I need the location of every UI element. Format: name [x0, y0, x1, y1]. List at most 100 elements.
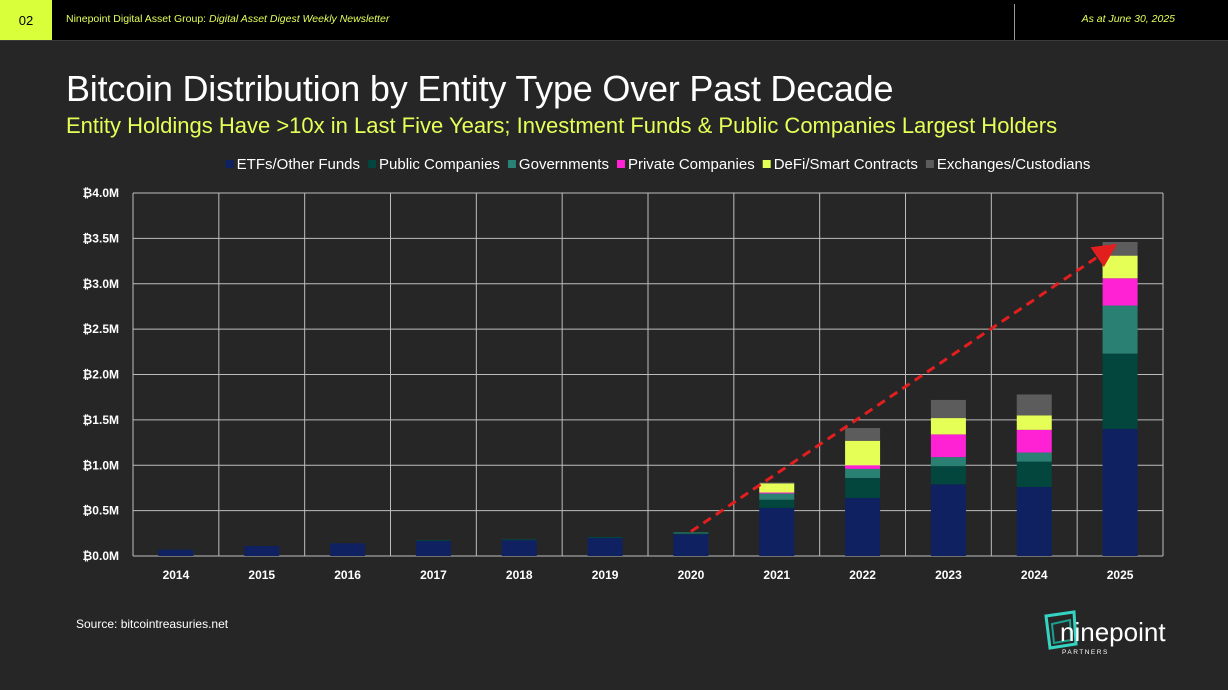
legend-swatch — [368, 160, 377, 168]
legend-label: Private Companies — [628, 156, 755, 173]
x-tick-label: 2015 — [248, 568, 275, 582]
logo-wordmark: ninepoint — [1060, 617, 1166, 647]
legend-item: ETFs/Other Funds — [225, 156, 360, 173]
legend-swatch — [925, 160, 934, 168]
x-tick-label: 2020 — [678, 568, 705, 582]
legend-label: DeFi/Smart Contracts — [774, 156, 918, 173]
bar-segment — [1102, 428, 1138, 556]
bar-segment — [845, 497, 881, 556]
x-tick-label: 2014 — [163, 568, 190, 582]
bar-segment — [930, 457, 966, 467]
y-tick-label: ₿2.0M — [83, 368, 119, 382]
source-note: Source: bitcointreasuries.net — [76, 617, 229, 631]
x-tick-label: 2024 — [1021, 568, 1048, 582]
bar-segment — [501, 539, 537, 541]
bar-segment — [759, 493, 795, 500]
bar-segment — [1016, 452, 1052, 462]
y-tick-label: ₿3.0M — [83, 277, 119, 291]
chart-legend: ETFs/Other Funds Public Companies Governme… — [225, 156, 1090, 173]
chart-ticks: ₿0.0M ₿0.5M ₿1.0M ₿1.5M ₿2.0M ₿2.5M ₿3.0M ₿3.5M… — [83, 186, 1134, 582]
x-tick-label: 2023 — [935, 568, 962, 582]
bar-segment — [587, 536, 623, 538]
bar-segment — [158, 549, 194, 556]
top-bar: 02 Ninepoint Digital Asset Group: Digita… — [0, 0, 1228, 41]
logo-tagline: PARTNERS — [1062, 649, 1109, 656]
bar-segment — [1016, 487, 1052, 556]
bar-segment — [415, 540, 451, 556]
bar-segment — [1016, 429, 1052, 453]
bar-segment — [415, 540, 451, 542]
report-date: As at June 30, 2025 — [1081, 13, 1175, 25]
x-tick-label: 2017 — [420, 568, 447, 582]
y-tick-label: ₿0.5M — [83, 504, 119, 518]
bar-segment — [330, 543, 366, 556]
bar-segment — [845, 465, 881, 469]
bar-segment — [759, 482, 795, 484]
bar-segment — [759, 507, 795, 556]
legend-label: Exchanges/Custodians — [937, 156, 1090, 173]
bar-segment — [1016, 394, 1052, 416]
chart-annotations — [690, 243, 1118, 533]
x-tick-label: 2018 — [506, 568, 533, 582]
page-subtitle: Entity Holdings Have >10x in Last Five Y… — [66, 113, 1058, 138]
y-tick-label: ₿4.0M — [83, 186, 119, 200]
y-tick-label: ₿2.5M — [83, 322, 119, 336]
logo-mark-icon — [1044, 610, 1078, 650]
newsletter-name: Digital Asset Digest Weekly Newsletter — [209, 13, 390, 25]
page-title: Bitcoin Distribution by Entity Type Over… — [66, 68, 894, 109]
y-tick-label: ₿1.5M — [83, 413, 119, 427]
bar-segment — [1102, 305, 1138, 354]
bar-segment — [1102, 278, 1138, 306]
legend-label: ETFs/Other Funds — [237, 156, 360, 173]
trend-arrow — [690, 243, 1118, 533]
bar-segment — [930, 418, 966, 435]
org-name: Ninepoint Digital Asset Group: — [66, 13, 209, 25]
legend-swatch — [616, 160, 625, 168]
legend-item: Exchanges/Custodians — [925, 156, 1090, 173]
y-tick-label: ₿1.0M — [83, 458, 119, 472]
bar-segment — [673, 532, 709, 535]
bar-segment — [930, 466, 966, 485]
x-tick-label: 2019 — [592, 568, 619, 582]
legend-label: Public Companies — [379, 156, 500, 173]
legend-item: DeFi/Smart Contracts — [762, 156, 918, 173]
bar-segment — [759, 499, 795, 508]
newsletter-header: Ninepoint Digital Asset Group: Digital A… — [66, 13, 389, 25]
bar-segment — [845, 468, 881, 478]
x-tick-label: 2025 — [1107, 568, 1134, 582]
legend-item: Governments — [507, 156, 609, 173]
x-tick-label: 2016 — [334, 568, 361, 582]
bar-segment — [759, 492, 795, 494]
bar-segment — [759, 483, 795, 493]
bar-segment — [1102, 353, 1138, 429]
ninepoint-logo: ninepoint PARTNERS — [1044, 610, 1166, 656]
bar-segment — [501, 539, 537, 556]
chart-grid — [132, 192, 1164, 557]
bar-segment — [1016, 461, 1052, 488]
x-tick-label: 2022 — [849, 568, 876, 582]
y-tick-label: ₿0.0M — [83, 549, 119, 563]
legend-label: Governments — [519, 156, 609, 173]
bar-segment — [587, 537, 623, 556]
bar-segment — [930, 484, 966, 556]
chart-bars — [158, 242, 1138, 556]
bar-segment — [845, 440, 881, 466]
bar-segment — [930, 399, 966, 419]
legend-swatch — [225, 160, 234, 168]
header-divider — [1014, 4, 1015, 40]
legend-item: Public Companies — [368, 156, 500, 173]
bar-segment — [1016, 415, 1052, 430]
x-tick-label: 2021 — [763, 568, 790, 582]
bar-segment — [845, 428, 881, 441]
bar-segment — [673, 532, 709, 534]
page-number: 02 — [0, 0, 52, 40]
legend-swatch — [762, 160, 771, 168]
bar-segment — [244, 546, 280, 556]
legend-swatch — [507, 160, 516, 168]
bar-segment — [930, 434, 966, 458]
y-tick-label: ₿3.5M — [83, 231, 119, 245]
bar-segment — [845, 477, 881, 498]
bar-segment — [1102, 255, 1138, 279]
legend-item: Private Companies — [616, 156, 755, 173]
